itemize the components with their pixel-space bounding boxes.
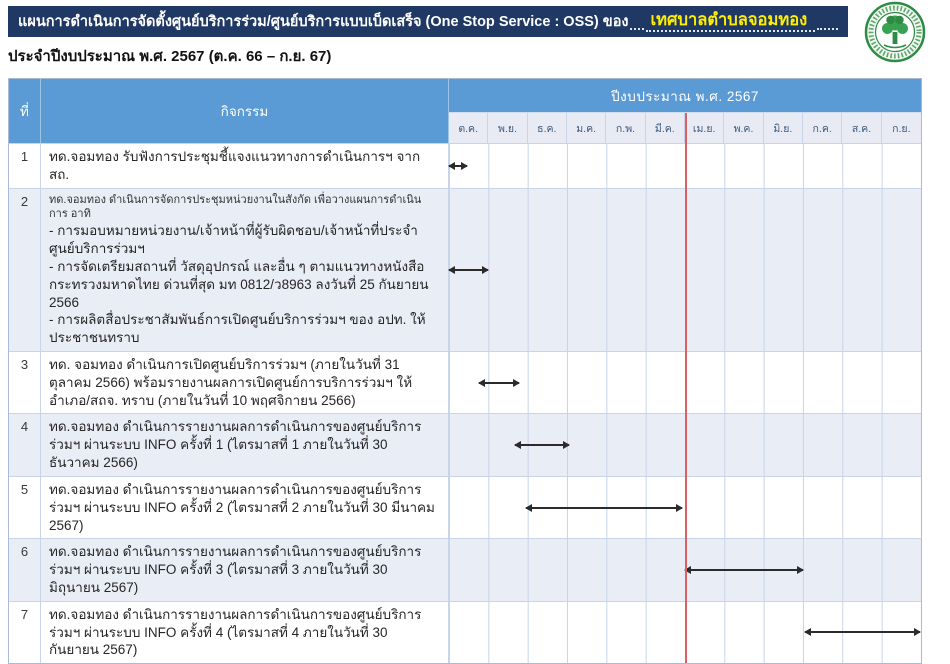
gantt-bar-arrow xyxy=(477,378,520,387)
title-bar: แผนการดำเนินการจัดตั้งศูนย์บริการร่วม/ศู… xyxy=(8,6,848,37)
row-number: 7 xyxy=(9,601,41,664)
activity-line: ทด.จอมทอง ดำเนินการรายงานผลการดำเนินการข… xyxy=(49,481,435,533)
activity-line: - การจัดเตรียมสถานที่ วัสดุอุปกรณ์ และอื… xyxy=(49,258,429,310)
activity-text: ทด.จอมทอง ดำเนินการจัดการประชุมหน่วยงานใ… xyxy=(41,188,449,351)
month-header-cell: มิ.ย. xyxy=(764,113,803,143)
current-date-line xyxy=(685,113,687,664)
gantt-bar-arrow xyxy=(448,265,489,274)
month-header-cell: ต.ค. xyxy=(449,113,489,143)
table-body: 1 ทด.จอมทอง รับฟังการประชุมชี้แจงแนวทางกา… xyxy=(9,143,921,664)
row-number: 6 xyxy=(9,539,41,601)
gantt-bar-arrow xyxy=(448,161,468,170)
month-header-cell: ก.ย. xyxy=(892,122,911,135)
row-number: 5 xyxy=(9,476,41,539)
plan-table: ที่ กิจกรรม ปีงบประมาณ พ.ศ. 2567 ต.ค. พ.ย… xyxy=(8,78,922,664)
activity-text: ทด. จอมทอง ดำเนินการเปิดศูนย์บริการร่วมฯ… xyxy=(41,352,449,414)
gantt-bar-arrow xyxy=(524,503,683,512)
activity-text: ทด.จอมทอง รับฟังการประชุมชี้แจงแนวทางการ… xyxy=(41,144,449,188)
gantt-bar-arrow xyxy=(803,628,921,637)
row-number: 3 xyxy=(9,352,41,414)
month-header-cell: ม.ค. xyxy=(567,113,607,143)
municipal-seal-logo xyxy=(864,1,926,63)
org-name: เทศบาลตำบลจอมทอง xyxy=(646,11,816,32)
table-row: 3 ทด. จอมทอง ดำเนินการเปิดศูนย์บริการร่วม… xyxy=(9,351,921,414)
table-row: 7 ทด.จอมทอง ดำเนินการรายงานผลการดำเนินการ… xyxy=(9,600,921,664)
row-number: 2 xyxy=(9,188,41,351)
activity-line: ทด. จอมทอง ดำเนินการเปิดศูนย์บริการร่วมฯ… xyxy=(49,357,413,408)
activity-text: ทด.จอมทอง ดำเนินการรายงานผลการดำเนินการข… xyxy=(41,601,449,664)
activity-text: ทด.จอมทอง ดำเนินการรายงานผลการดำเนินการข… xyxy=(41,539,449,601)
dotted-leader xyxy=(817,14,838,30)
activity-line: - การมอบหมายหน่วยงาน/เจ้าหน้าที่ผู้รับผิ… xyxy=(49,223,418,257)
activity-line: - การผลิตสื่อประชาสัมพันธ์การเปิดศูนย์บร… xyxy=(49,312,426,346)
month-header-cell: ส.ค. xyxy=(842,113,882,143)
dotted-leader xyxy=(630,14,645,30)
subtitle: ประจำปีงบประมาณ พ.ศ. 2567 (ต.ค. 66 – ก.ย… xyxy=(8,48,332,65)
table-header: ที่ กิจกรรม ปีงบประมาณ พ.ศ. 2567 ต.ค. พ.ย… xyxy=(9,79,921,143)
month-header-cell: มี.ค. xyxy=(646,113,685,143)
gantt-bar-arrow xyxy=(514,441,570,450)
activity-line: ทด.จอมทอง ดำเนินการรายงานผลการดำเนินการข… xyxy=(49,606,422,658)
activity-line: ทด.จอมทอง ดำเนินการรายงานผลการดำเนินการข… xyxy=(49,544,422,595)
row-number: 4 xyxy=(9,414,41,476)
table-row: 1 ทด.จอมทอง รับฟังการประชุมชี้แจงแนวทางกา… xyxy=(9,143,921,188)
table-row: 4 ทด.จอมทอง ดำเนินการรายงานผลการดำเนินการ… xyxy=(9,413,921,476)
month-header-cell: พ.ค. xyxy=(724,113,764,143)
page-title: แผนการดำเนินการจัดตั้งศูนย์บริการร่วม/ศู… xyxy=(18,14,629,30)
activity-text: ทด.จอมทอง ดำเนินการรายงานผลการดำเนินการข… xyxy=(41,476,449,539)
gantt-bar-arrow xyxy=(684,566,804,575)
year-band: ปีงบประมาณ พ.ศ. 2567 xyxy=(449,79,921,113)
table-row: 5 ทด.จอมทอง ดำเนินการรายงานผลการดำเนินการ… xyxy=(9,475,921,539)
seal-icon xyxy=(864,1,926,63)
column-header-no: ที่ xyxy=(9,79,41,143)
month-header-cell: พ.ย. xyxy=(488,113,528,143)
column-header-activity: กิจกรรม xyxy=(41,79,449,143)
table-row: 2 ทด.จอมทอง ดำเนินการจัดการประชุมหน่วยงาน… xyxy=(9,187,921,351)
activity-line: ทด.จอมทอง ดำเนินการรายงานผลการดำเนินการข… xyxy=(49,419,422,471)
month-header-cell: ก.พ. xyxy=(606,113,646,143)
month-header-cell: ก.ค. xyxy=(803,113,843,143)
activity-text: ทด.จอมทอง ดำเนินการรายงานผลการดำเนินการข… xyxy=(41,414,449,476)
row-number: 1 xyxy=(9,144,41,188)
activity-line: ทด.จอมทอง รับฟังการประชุมชี้แจงแนวทางการ… xyxy=(49,149,421,182)
month-header-cell: ธ.ค. xyxy=(528,113,567,143)
month-header-cell: เม.ย. xyxy=(685,113,725,143)
activity-line: ทด.จอมทอง ดำเนินการจัดการประชุมหน่วยงานใ… xyxy=(49,193,422,221)
table-row: 6 ทด.จอมทอง ดำเนินการรายงานผลการดำเนินการ… xyxy=(9,538,921,601)
